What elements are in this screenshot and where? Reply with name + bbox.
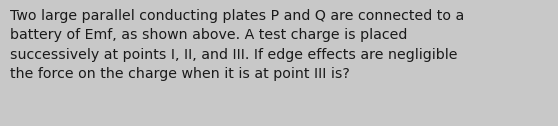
Text: Two large parallel conducting plates P and Q are connected to a
battery of Emf, : Two large parallel conducting plates P a… bbox=[10, 9, 464, 81]
